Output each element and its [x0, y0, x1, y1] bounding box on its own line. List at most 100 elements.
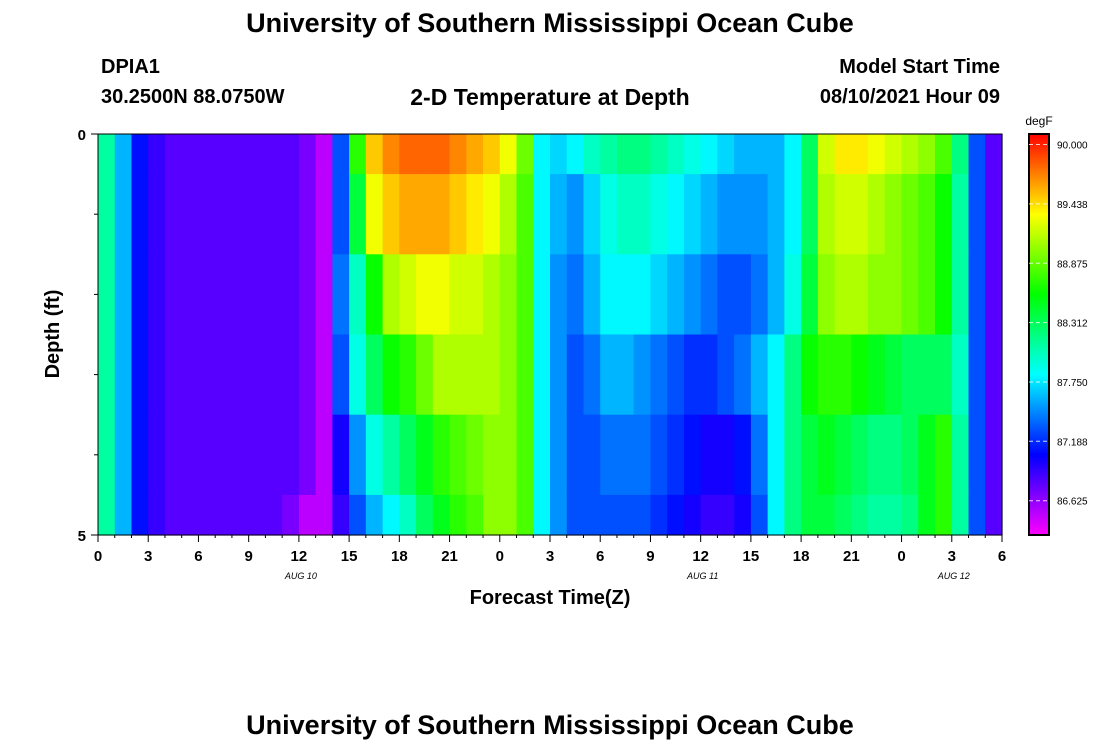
heat-cell	[483, 134, 501, 175]
heat-cell	[349, 494, 367, 536]
heat-cell	[499, 414, 518, 496]
heat-cell	[265, 174, 283, 255]
heat-cell	[600, 134, 618, 175]
heat-cell	[683, 494, 702, 536]
heat-cell	[131, 414, 149, 496]
heat-cell	[198, 334, 216, 416]
heat-cell	[951, 494, 970, 536]
heat-cell	[533, 254, 551, 336]
heat-cell	[583, 134, 601, 175]
heat-cell	[449, 134, 467, 175]
heat-cell	[131, 334, 149, 416]
heat-cell	[332, 174, 350, 255]
heat-cell	[416, 334, 434, 416]
heat-cell	[667, 254, 685, 336]
heat-cell	[332, 494, 350, 536]
heat-cell	[834, 494, 852, 536]
heat-cell	[784, 494, 802, 536]
heat-cell	[667, 414, 685, 496]
heat-cell	[499, 174, 518, 255]
heat-cell	[583, 254, 601, 336]
heat-cell	[466, 414, 484, 496]
heat-cell	[717, 494, 735, 536]
model-start-value: 08/10/2021 Hour 09	[819, 86, 1000, 108]
heat-cell	[884, 174, 903, 255]
x-tick-label: 0	[94, 548, 102, 565]
station-coordinates: 30.2500N 88.0750W	[101, 86, 285, 108]
heat-cell	[248, 414, 267, 496]
heat-cell	[131, 494, 149, 536]
heat-cell	[650, 334, 668, 416]
heat-cell	[516, 134, 534, 175]
heat-cell	[265, 414, 283, 496]
heat-cell	[683, 414, 702, 496]
heat-cell	[483, 414, 501, 496]
x-tick-label: 15	[341, 548, 358, 565]
heat-cell	[516, 174, 534, 255]
heat-cell	[918, 414, 936, 496]
heat-cell	[951, 414, 970, 496]
heat-cell	[784, 254, 802, 336]
heat-cell	[148, 174, 166, 255]
heat-cell	[667, 134, 685, 175]
heat-cell	[516, 414, 534, 496]
heat-cell	[499, 134, 518, 175]
heat-cell	[550, 334, 568, 416]
x-tick-label: 3	[144, 548, 152, 565]
heat-cell	[181, 254, 200, 336]
heat-cell	[315, 414, 333, 496]
model-start-label: Model Start Time	[839, 56, 1000, 78]
heat-cell	[365, 134, 384, 175]
heat-cell	[968, 494, 986, 536]
heat-cell	[750, 414, 769, 496]
heat-cell	[231, 254, 250, 336]
heat-cell	[817, 334, 836, 416]
heat-cell	[315, 494, 333, 536]
heat-cell	[365, 414, 384, 496]
heat-cell	[734, 334, 752, 416]
y-tick-label: 0	[78, 127, 86, 144]
heat-cell	[399, 494, 417, 536]
heat-cell	[683, 334, 702, 416]
x-tick-label: 18	[391, 548, 408, 565]
heat-cell	[801, 334, 819, 416]
heat-cell	[750, 174, 769, 255]
heat-cell	[717, 134, 735, 175]
heat-cell	[466, 254, 484, 336]
heat-cell	[98, 334, 116, 416]
heat-cell	[198, 494, 216, 536]
heat-cell	[868, 134, 886, 175]
heat-cell	[449, 494, 467, 536]
heat-cell	[483, 334, 501, 416]
heat-cell	[231, 174, 250, 255]
heat-cell	[633, 134, 652, 175]
colorbar-level-label: 87.188	[1057, 437, 1088, 448]
heat-cell	[499, 494, 518, 536]
heat-cell	[884, 414, 903, 496]
heat-cell	[282, 414, 300, 496]
heat-cell	[550, 414, 568, 496]
heat-cell	[935, 254, 953, 336]
heat-cell	[449, 414, 467, 496]
heat-cell	[851, 414, 869, 496]
heat-cell	[801, 174, 819, 255]
heat-cell	[633, 494, 652, 536]
colorbar-level-label: 88.312	[1057, 319, 1088, 330]
heat-cell	[951, 254, 970, 336]
heat-cell	[432, 494, 451, 536]
heat-cell	[365, 174, 384, 255]
heat-cell	[215, 494, 233, 536]
heat-cell	[432, 414, 451, 496]
heat-cell	[282, 334, 300, 416]
heat-cell	[332, 334, 350, 416]
date-label: AUG 11	[686, 571, 718, 581]
heat-cell	[985, 254, 1003, 336]
x-tick-label: 12	[692, 548, 709, 565]
heat-cell	[734, 494, 752, 536]
heat-cell	[533, 494, 551, 536]
x-tick-label: 21	[843, 548, 860, 565]
heat-cell	[734, 414, 752, 496]
heat-cell	[935, 494, 953, 536]
heat-cell	[298, 174, 317, 255]
heat-cell	[884, 134, 903, 175]
